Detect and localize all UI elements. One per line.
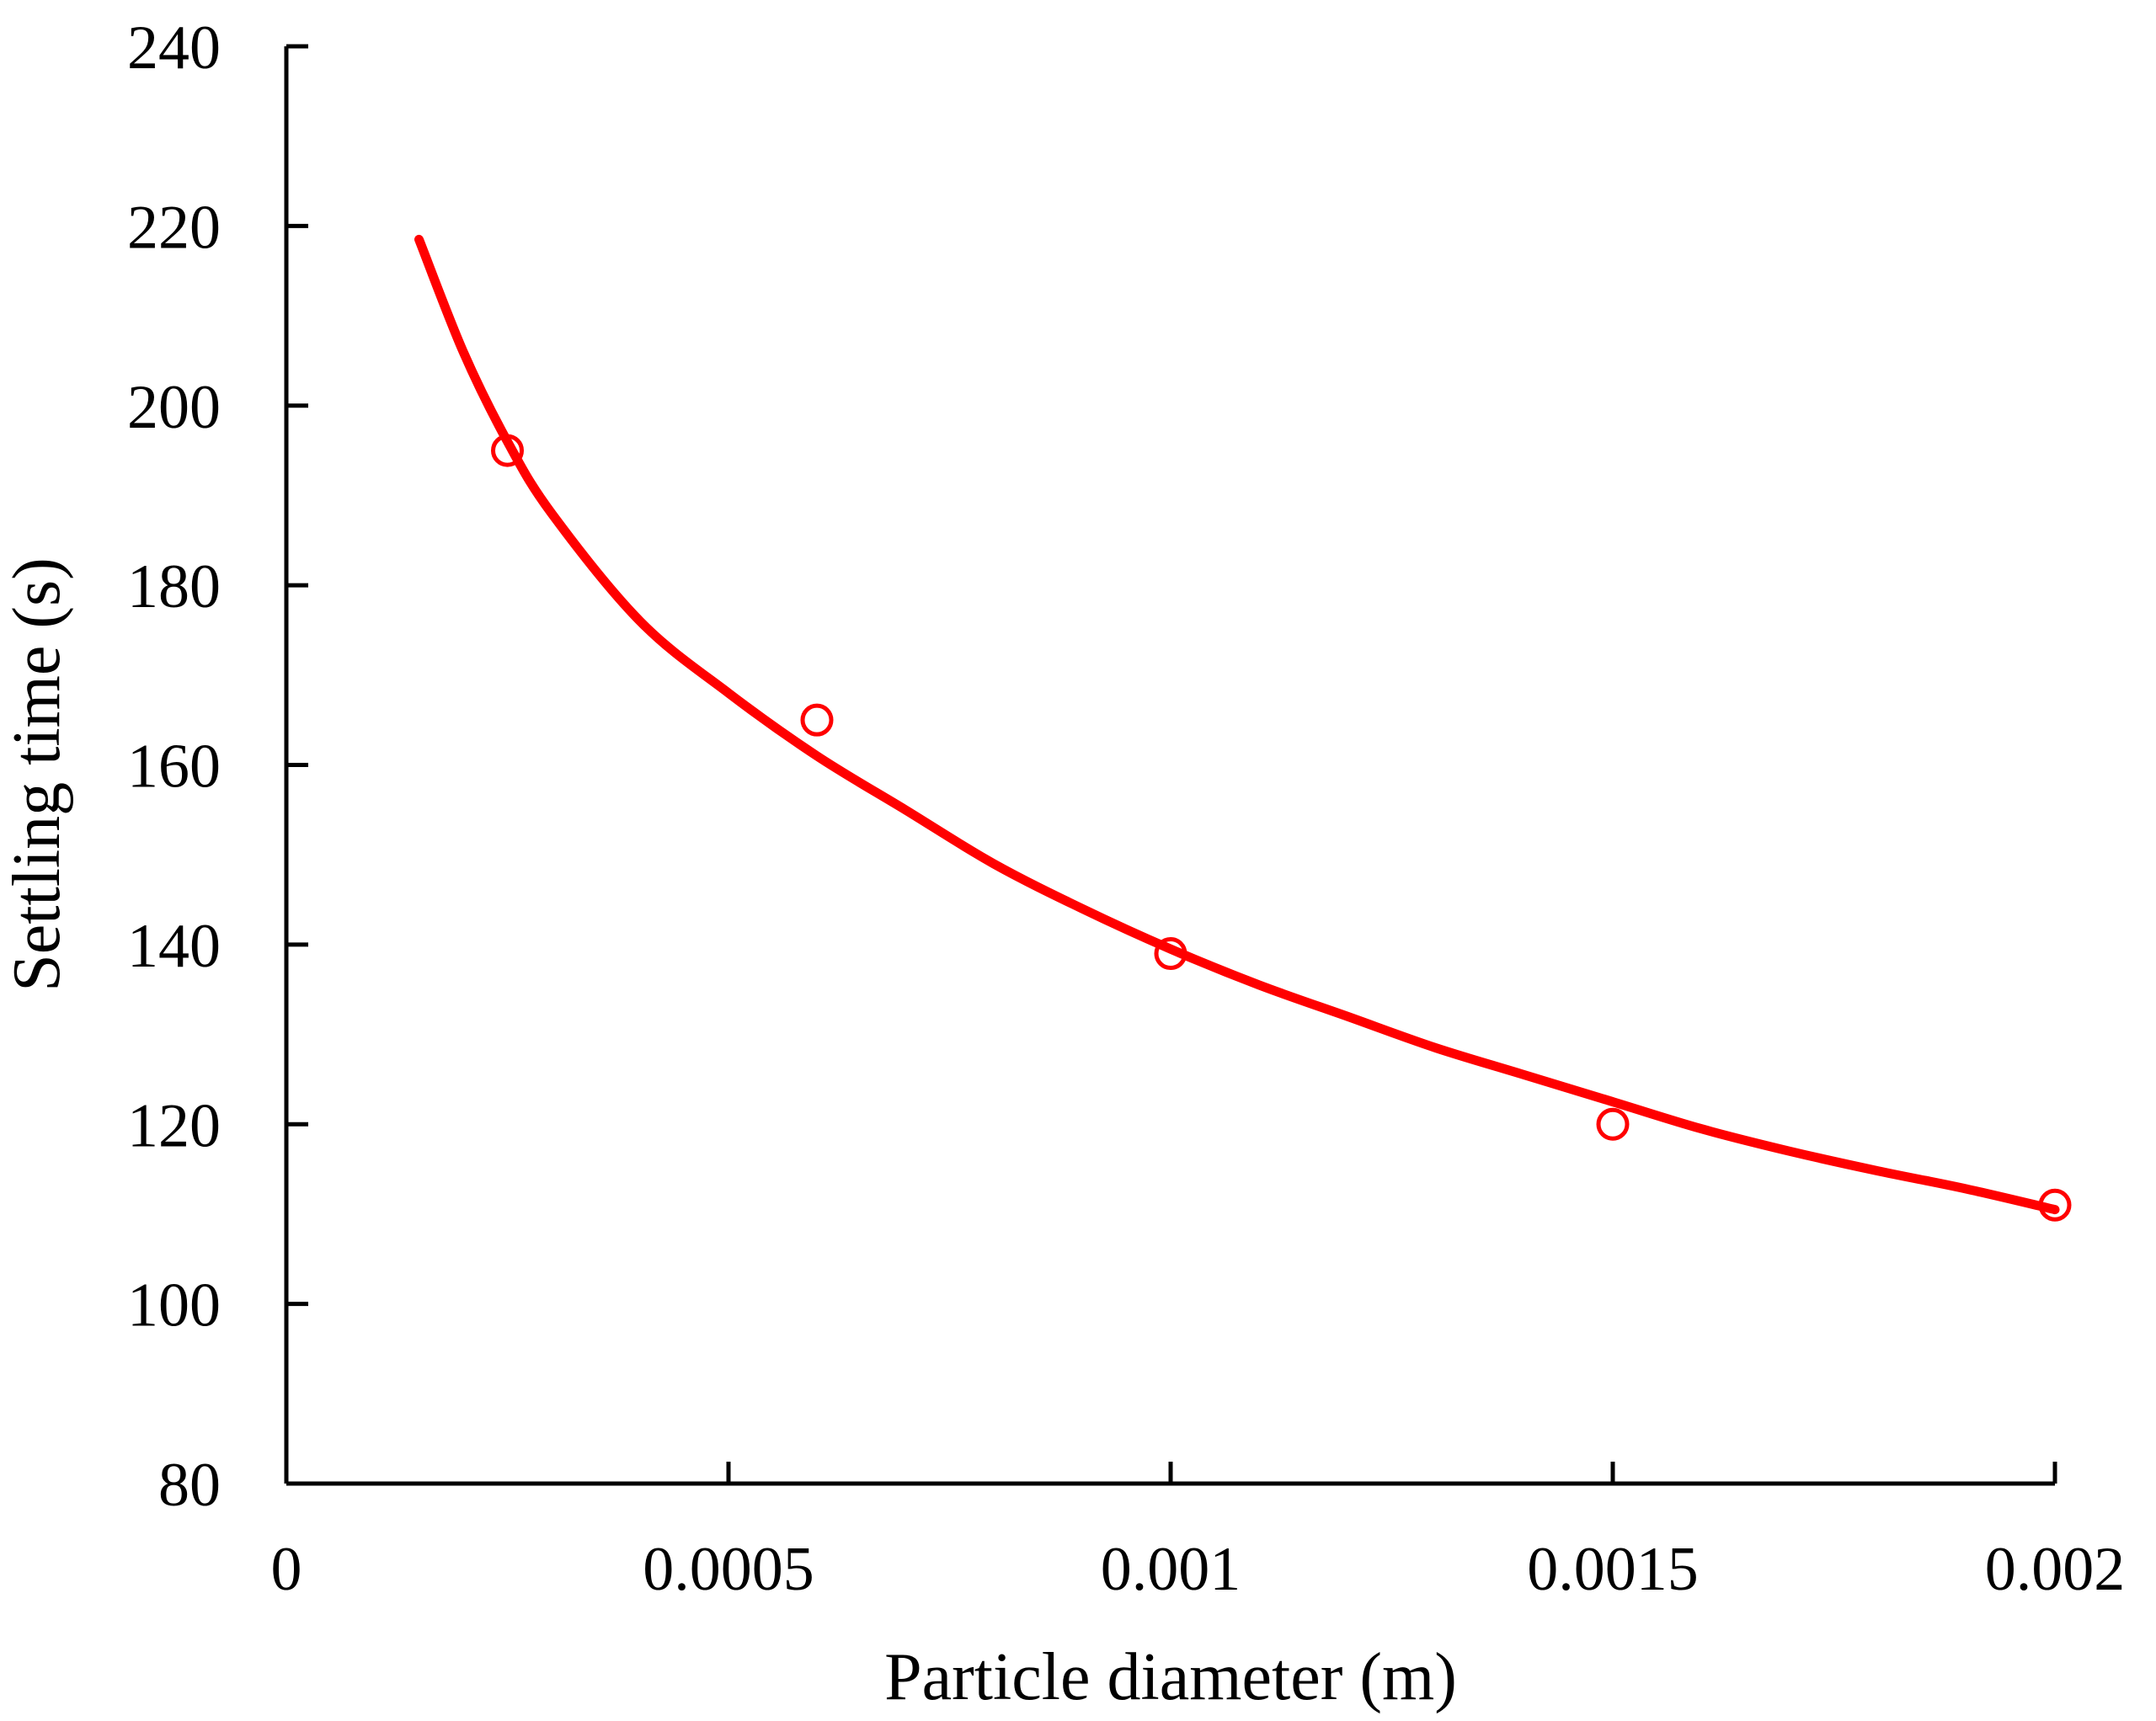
- data-point-marker: [1596, 1107, 1630, 1141]
- data-point-marker: [800, 703, 834, 737]
- data-point-marker: [2038, 1188, 2072, 1222]
- y-tick-label: 120: [127, 1091, 221, 1160]
- y-tick-label: 180: [127, 552, 221, 621]
- y-tick-label: 240: [127, 13, 221, 83]
- axes: [284, 46, 2055, 1486]
- y-tick-label: 160: [127, 733, 221, 802]
- data-point-marker: [491, 434, 524, 467]
- x-tick-label: 0.0015: [1527, 1535, 1699, 1604]
- plot-area: [414, 234, 2072, 1222]
- x-tick-label: 0.0005: [643, 1535, 814, 1604]
- y-axis-ticks: 80 100 120 140 160 180 200 220 240: [127, 13, 308, 1520]
- y-tick-label: 140: [127, 912, 221, 981]
- x-tick-label: 0.001: [1101, 1535, 1241, 1604]
- fit-curve-line: [414, 234, 2060, 1215]
- y-tick-label: 220: [127, 193, 221, 262]
- y-axis-title: Settling time (s): [0, 557, 74, 992]
- data-point-marker: [1154, 937, 1187, 971]
- x-axis-title: Particle diameter (m): [884, 1640, 1457, 1714]
- y-tick-label: 100: [127, 1271, 221, 1340]
- x-tick-label: 0.002: [1985, 1535, 2126, 1604]
- y-tick-label: 80: [158, 1451, 221, 1520]
- x-axis-ticks: 0 0.0005 0.001 0.0015 0.002: [271, 1462, 2126, 1604]
- y-tick-label: 200: [127, 373, 221, 442]
- x-tick-label: 0: [271, 1535, 302, 1604]
